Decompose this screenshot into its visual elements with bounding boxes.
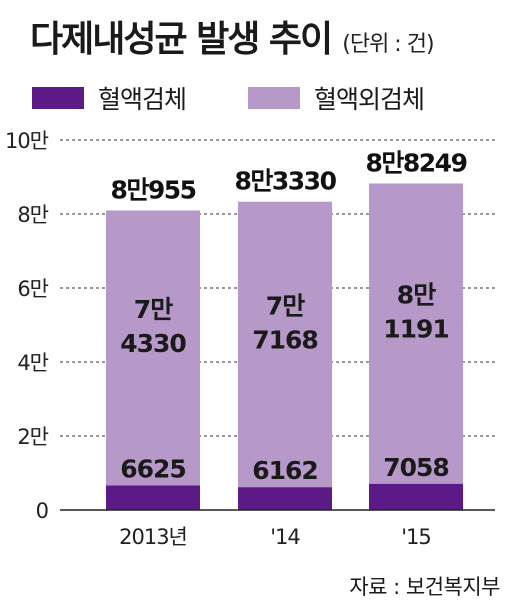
legend-swatch-non-blood [248, 87, 301, 109]
y-tick-label: 6만 [17, 277, 48, 301]
non-blood-value-label-line2: 1191 [383, 315, 449, 344]
y-tick-label: 8만 [17, 203, 48, 227]
chart-title: 다제내성균 발생 추이 [30, 19, 333, 60]
y-tick-label: 10만 [5, 129, 49, 153]
y-tick-label: 2만 [17, 425, 48, 449]
legend-label-blood: 혈액검체 [98, 85, 187, 114]
legend-item-non-blood: 혈액외검체 [248, 80, 425, 116]
total-label: 8만8249 [366, 148, 467, 177]
unit-label: (단위 : 건) [342, 32, 434, 57]
bar-non-blood [106, 210, 200, 486]
bar-blood [238, 487, 332, 510]
y-tick-label: 4만 [17, 351, 48, 375]
x-tick-label: '15 [401, 525, 431, 549]
legend: 혈액검체 혈액외검체 [32, 80, 486, 116]
source-note: 자료 : 보건복지부 [349, 575, 500, 599]
blood-value-label: 6625 [120, 454, 186, 483]
blood-value-label: 6162 [252, 456, 318, 485]
total-label: 8만3330 [235, 167, 337, 196]
non-blood-value-label-line1: 7만 [134, 295, 173, 324]
bar-blood [106, 485, 200, 510]
non-blood-value-label-line1: 8만 [397, 281, 436, 310]
legend-label-non-blood: 혈액외검체 [314, 85, 425, 114]
total-label: 8만955 [110, 175, 195, 204]
x-tick-label: 2013년 [119, 525, 187, 549]
non-blood-value-label-line1: 7만 [266, 291, 305, 320]
bar-non-blood [369, 183, 463, 484]
non-blood-value-label-line2: 7168 [252, 325, 318, 354]
y-tick-label: 0 [36, 499, 48, 523]
bar-blood [369, 483, 463, 510]
bar-non-blood [238, 201, 332, 488]
non-blood-value-label-line2: 4330 [120, 329, 186, 358]
blood-value-label: 7058 [383, 453, 449, 482]
x-tick-label: '14 [270, 525, 300, 549]
legend-swatch-blood [32, 87, 84, 109]
title-row: 다제내성균 발생 추이 (단위 : 건) [30, 10, 435, 62]
legend-item-blood: 혈액검체 [32, 80, 187, 116]
